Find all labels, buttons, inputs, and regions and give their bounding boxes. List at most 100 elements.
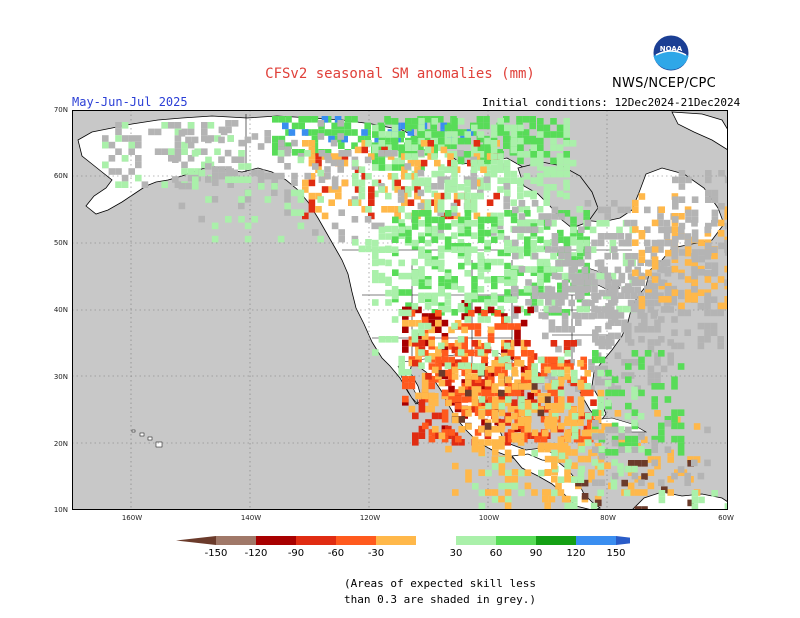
anomaly-cell — [691, 259, 698, 266]
anomaly-cell — [498, 483, 505, 490]
anomaly-cell — [372, 124, 379, 132]
anomaly-cell — [584, 252, 592, 260]
anomaly-cell — [704, 226, 711, 234]
anomaly-cell — [471, 379, 478, 387]
anomaly-cell — [325, 156, 332, 164]
anomaly-cell — [484, 439, 492, 446]
anomaly-cell — [368, 199, 375, 206]
anomaly-cell — [704, 270, 711, 277]
anomaly-cell — [557, 356, 565, 364]
anomaly-cell — [435, 320, 442, 327]
anomaly-cell — [428, 429, 436, 436]
anomaly-cell — [365, 245, 372, 253]
anomaly-cell — [451, 373, 459, 380]
anomaly-cell — [543, 305, 551, 313]
anomaly-cell — [358, 166, 366, 173]
anomaly-cell — [494, 310, 501, 317]
anomaly-cell — [514, 323, 521, 330]
anomaly-cell — [484, 262, 491, 270]
anomaly-cell — [570, 226, 577, 234]
anomaly-cell — [457, 336, 465, 343]
anomaly-cell — [654, 456, 661, 463]
anomaly-cell — [654, 339, 661, 346]
anomaly-cell — [517, 186, 524, 193]
anomaly-cell — [569, 252, 577, 259]
anomaly-cell — [468, 310, 475, 317]
anomaly-cell — [684, 289, 692, 296]
anomaly-cell — [497, 124, 504, 132]
anomaly-cell — [547, 356, 554, 364]
anomaly-cell — [438, 276, 445, 283]
anomaly-cell — [598, 356, 606, 364]
anomaly-cell — [550, 170, 557, 178]
anomaly-cell — [354, 186, 362, 193]
anomaly-cell — [571, 502, 578, 510]
anomaly-cell — [451, 439, 459, 446]
anomaly-cell — [318, 176, 326, 183]
anomaly-cell — [264, 196, 272, 203]
anomaly-cell — [394, 179, 401, 187]
anomaly-cell — [464, 210, 472, 217]
anomaly-cell — [527, 306, 534, 314]
anomaly-cell — [387, 173, 395, 180]
anomaly-cell — [685, 176, 692, 184]
anomaly-cell — [464, 179, 471, 187]
anomaly-cell — [504, 432, 511, 439]
anomaly-cell — [201, 161, 208, 169]
anomaly-cell — [651, 246, 659, 253]
anomaly-cell — [278, 172, 285, 180]
anomaly-cell — [205, 176, 212, 183]
anomaly-cell — [351, 142, 358, 149]
anomaly-cell — [470, 183, 477, 190]
anomaly-cell — [455, 435, 462, 443]
anomaly-cell — [330, 139, 338, 147]
anomaly-cell — [592, 329, 599, 336]
anomaly-cell — [543, 166, 550, 173]
anomaly-cell — [285, 129, 292, 136]
anomaly-cell — [504, 190, 511, 198]
anomaly-cell — [592, 356, 599, 364]
anomaly-cell — [488, 409, 495, 416]
anomaly-cell — [412, 359, 419, 367]
anomaly-cell — [551, 450, 558, 457]
anomaly-cell — [564, 402, 571, 410]
anomaly-cell — [517, 144, 524, 151]
anomaly-cell — [465, 366, 472, 374]
anomaly-cell — [651, 276, 659, 283]
anomaly-cell — [450, 209, 458, 216]
anomaly-cell — [634, 460, 642, 467]
anomaly-cell — [481, 310, 488, 317]
anomaly-cell — [671, 409, 678, 416]
anomaly-cell — [451, 232, 458, 239]
anomaly-cell — [605, 336, 612, 343]
anomaly-cell — [592, 336, 599, 343]
anomaly-cell — [414, 192, 421, 200]
anomaly-cell — [558, 252, 565, 260]
anomaly-cell — [258, 183, 265, 190]
anomaly-cell — [345, 150, 352, 157]
anomaly-cell — [638, 336, 645, 343]
anomaly-cell — [518, 469, 525, 477]
anomaly-cell — [352, 179, 359, 187]
anomaly-cell — [328, 186, 335, 193]
anomaly-cell — [537, 269, 544, 276]
anomaly-cell — [464, 206, 471, 213]
anomaly-cell — [408, 320, 416, 327]
anomaly-cell — [485, 489, 492, 496]
anomaly-cell — [691, 503, 699, 510]
anomaly-cell — [368, 212, 375, 220]
anomaly-cell — [497, 177, 504, 184]
anomaly-cell — [647, 339, 655, 346]
anomaly-cell — [224, 149, 232, 157]
anomaly-cell — [372, 259, 379, 267]
anomaly-cell — [431, 292, 438, 300]
anomaly-cell — [594, 443, 602, 450]
anomaly-cell — [511, 370, 519, 377]
anomaly-cell — [514, 379, 521, 386]
anomaly-cell — [218, 136, 225, 144]
anomaly-cell — [338, 235, 345, 243]
anomaly-cell — [174, 122, 182, 129]
anomaly-cell — [625, 266, 632, 273]
anomaly-cell — [198, 215, 205, 223]
anomaly-cell — [284, 196, 291, 203]
